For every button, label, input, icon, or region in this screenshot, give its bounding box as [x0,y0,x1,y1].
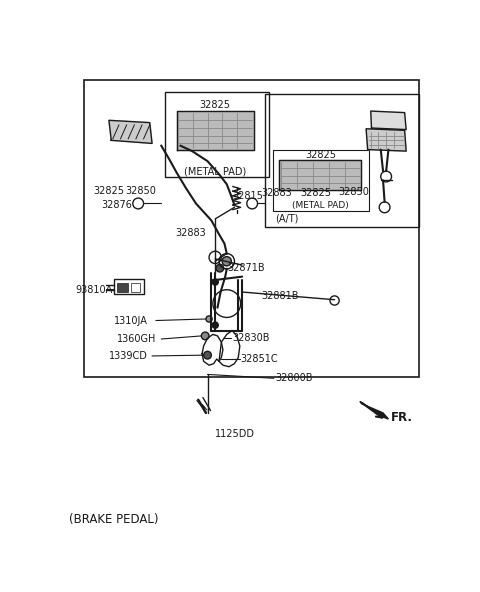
Polygon shape [109,120,152,143]
Bar [84,81,419,377]
Text: 1360GH: 1360GH [117,334,156,344]
Text: 32883: 32883 [175,228,206,238]
Circle shape [222,256,231,266]
Text: 32876: 32876 [101,200,132,210]
Circle shape [201,332,209,340]
Text: FR.: FR. [391,411,413,424]
Polygon shape [279,160,361,189]
Text: 1125DD: 1125DD [215,429,255,439]
Bar [265,94,419,227]
Bar [114,279,144,294]
Text: 1339CD: 1339CD [109,351,148,361]
Text: 1310JA: 1310JA [114,316,147,326]
Text: 32881B: 32881B [262,291,299,301]
Polygon shape [177,111,254,150]
Text: (METAL PAD): (METAL PAD) [184,166,246,176]
Text: 32830B: 32830B [232,333,270,343]
Text: 93810A: 93810A [75,285,112,295]
Polygon shape [360,401,388,419]
Text: 32825: 32825 [300,188,332,198]
Text: 32800B: 32800B [275,374,313,383]
Circle shape [204,351,211,359]
Text: 32825: 32825 [200,100,231,110]
Polygon shape [366,129,406,151]
Text: 32815: 32815 [232,191,263,201]
Text: 32825: 32825 [94,186,124,196]
Polygon shape [371,111,406,130]
Text: 32871B: 32871B [228,263,265,273]
Bar [273,150,369,211]
Text: 32851C: 32851C [240,354,278,364]
Text: (A/T): (A/T) [275,214,299,224]
Circle shape [212,322,218,328]
Circle shape [216,264,224,272]
Text: 32883: 32883 [262,188,292,198]
Text: 32850: 32850 [125,186,156,196]
Bar [131,283,140,292]
Text: 32825: 32825 [305,150,336,160]
Circle shape [206,316,212,322]
Text: (METAL PAD): (METAL PAD) [292,201,349,210]
Text: (BRAKE PEDAL): (BRAKE PEDAL) [69,513,158,526]
Bar [117,283,128,292]
Circle shape [212,279,218,285]
Bar [165,92,269,176]
Text: 32850: 32850 [338,187,369,197]
